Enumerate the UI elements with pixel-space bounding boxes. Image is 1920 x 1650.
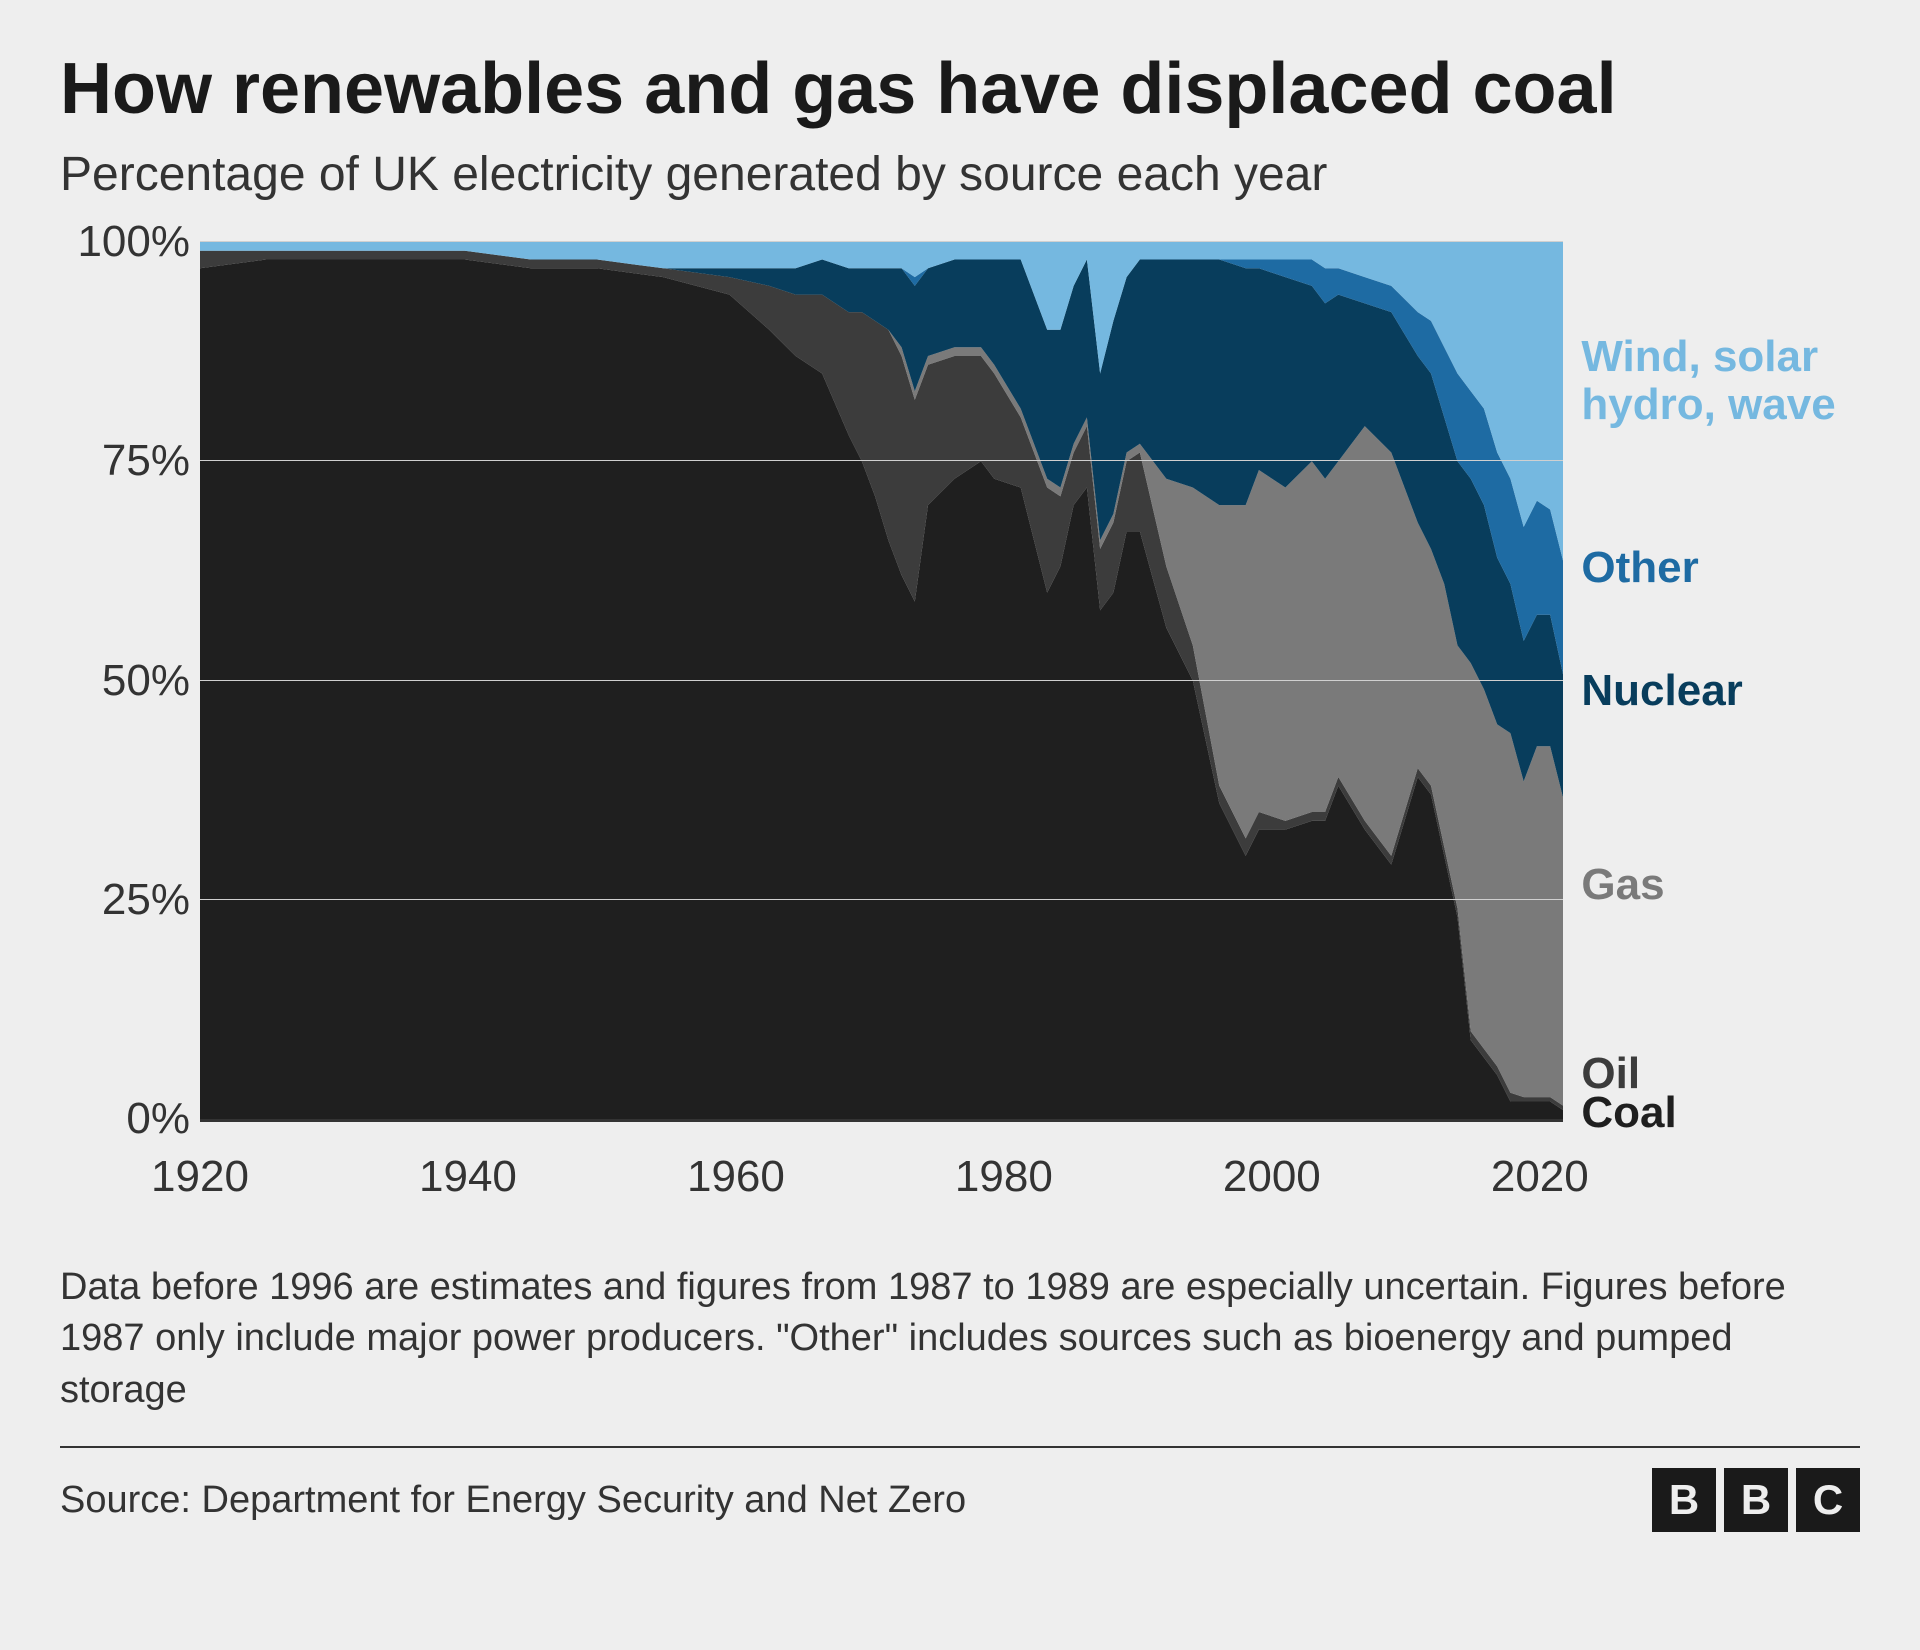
chart-note: Data before 1996 are estimates and figur… <box>60 1262 1860 1448</box>
legend-other: Other <box>1581 544 1698 592</box>
bbc-logo-block: C <box>1796 1468 1860 1532</box>
chart-container: 0%25%50%75%100% Wind, solarhydro, wave Ot… <box>60 242 1860 1222</box>
legend-nuclear: Nuclear <box>1581 667 1742 715</box>
x-axis: 192019401960198020002020 <box>200 1142 1580 1222</box>
chart-subtitle: Percentage of UK electricity generated b… <box>60 147 1860 202</box>
x-tick-label: 1920 <box>151 1152 249 1202</box>
legend-renewables: Wind, solarhydro, wave <box>1581 333 1835 430</box>
y-tick-label: 25% <box>102 875 200 925</box>
gridline <box>200 241 1563 242</box>
x-tick-label: 1960 <box>687 1152 785 1202</box>
stacked-area-svg <box>200 242 1563 1119</box>
gridline <box>200 460 1563 461</box>
y-tick-label: 75% <box>102 436 200 486</box>
y-tick-label: 100% <box>77 217 200 267</box>
legend-column: Wind, solarhydro, waveOtherNuclearGasOil… <box>1563 242 1860 1142</box>
legend-coal: Coal <box>1581 1089 1676 1137</box>
plot-area: 0%25%50%75%100% <box>200 242 1563 1122</box>
bbc-logo: BBC <box>1652 1468 1860 1532</box>
footer: Source: Department for Energy Security a… <box>60 1468 1860 1532</box>
gridline <box>200 899 1563 900</box>
gridline <box>200 680 1563 681</box>
x-tick-label: 1980 <box>955 1152 1053 1202</box>
y-tick-label: 50% <box>102 656 200 706</box>
source-text: Source: Department for Energy Security a… <box>60 1479 966 1522</box>
chart-title: How renewables and gas have displaced co… <box>60 50 1860 129</box>
x-tick-label: 1940 <box>419 1152 517 1202</box>
legend-gas: Gas <box>1581 861 1664 909</box>
bbc-logo-block: B <box>1724 1468 1788 1532</box>
y-tick-label: 0% <box>126 1094 200 1144</box>
x-tick-label: 2020 <box>1491 1152 1589 1202</box>
x-tick-label: 2000 <box>1223 1152 1321 1202</box>
bbc-logo-block: B <box>1652 1468 1716 1532</box>
